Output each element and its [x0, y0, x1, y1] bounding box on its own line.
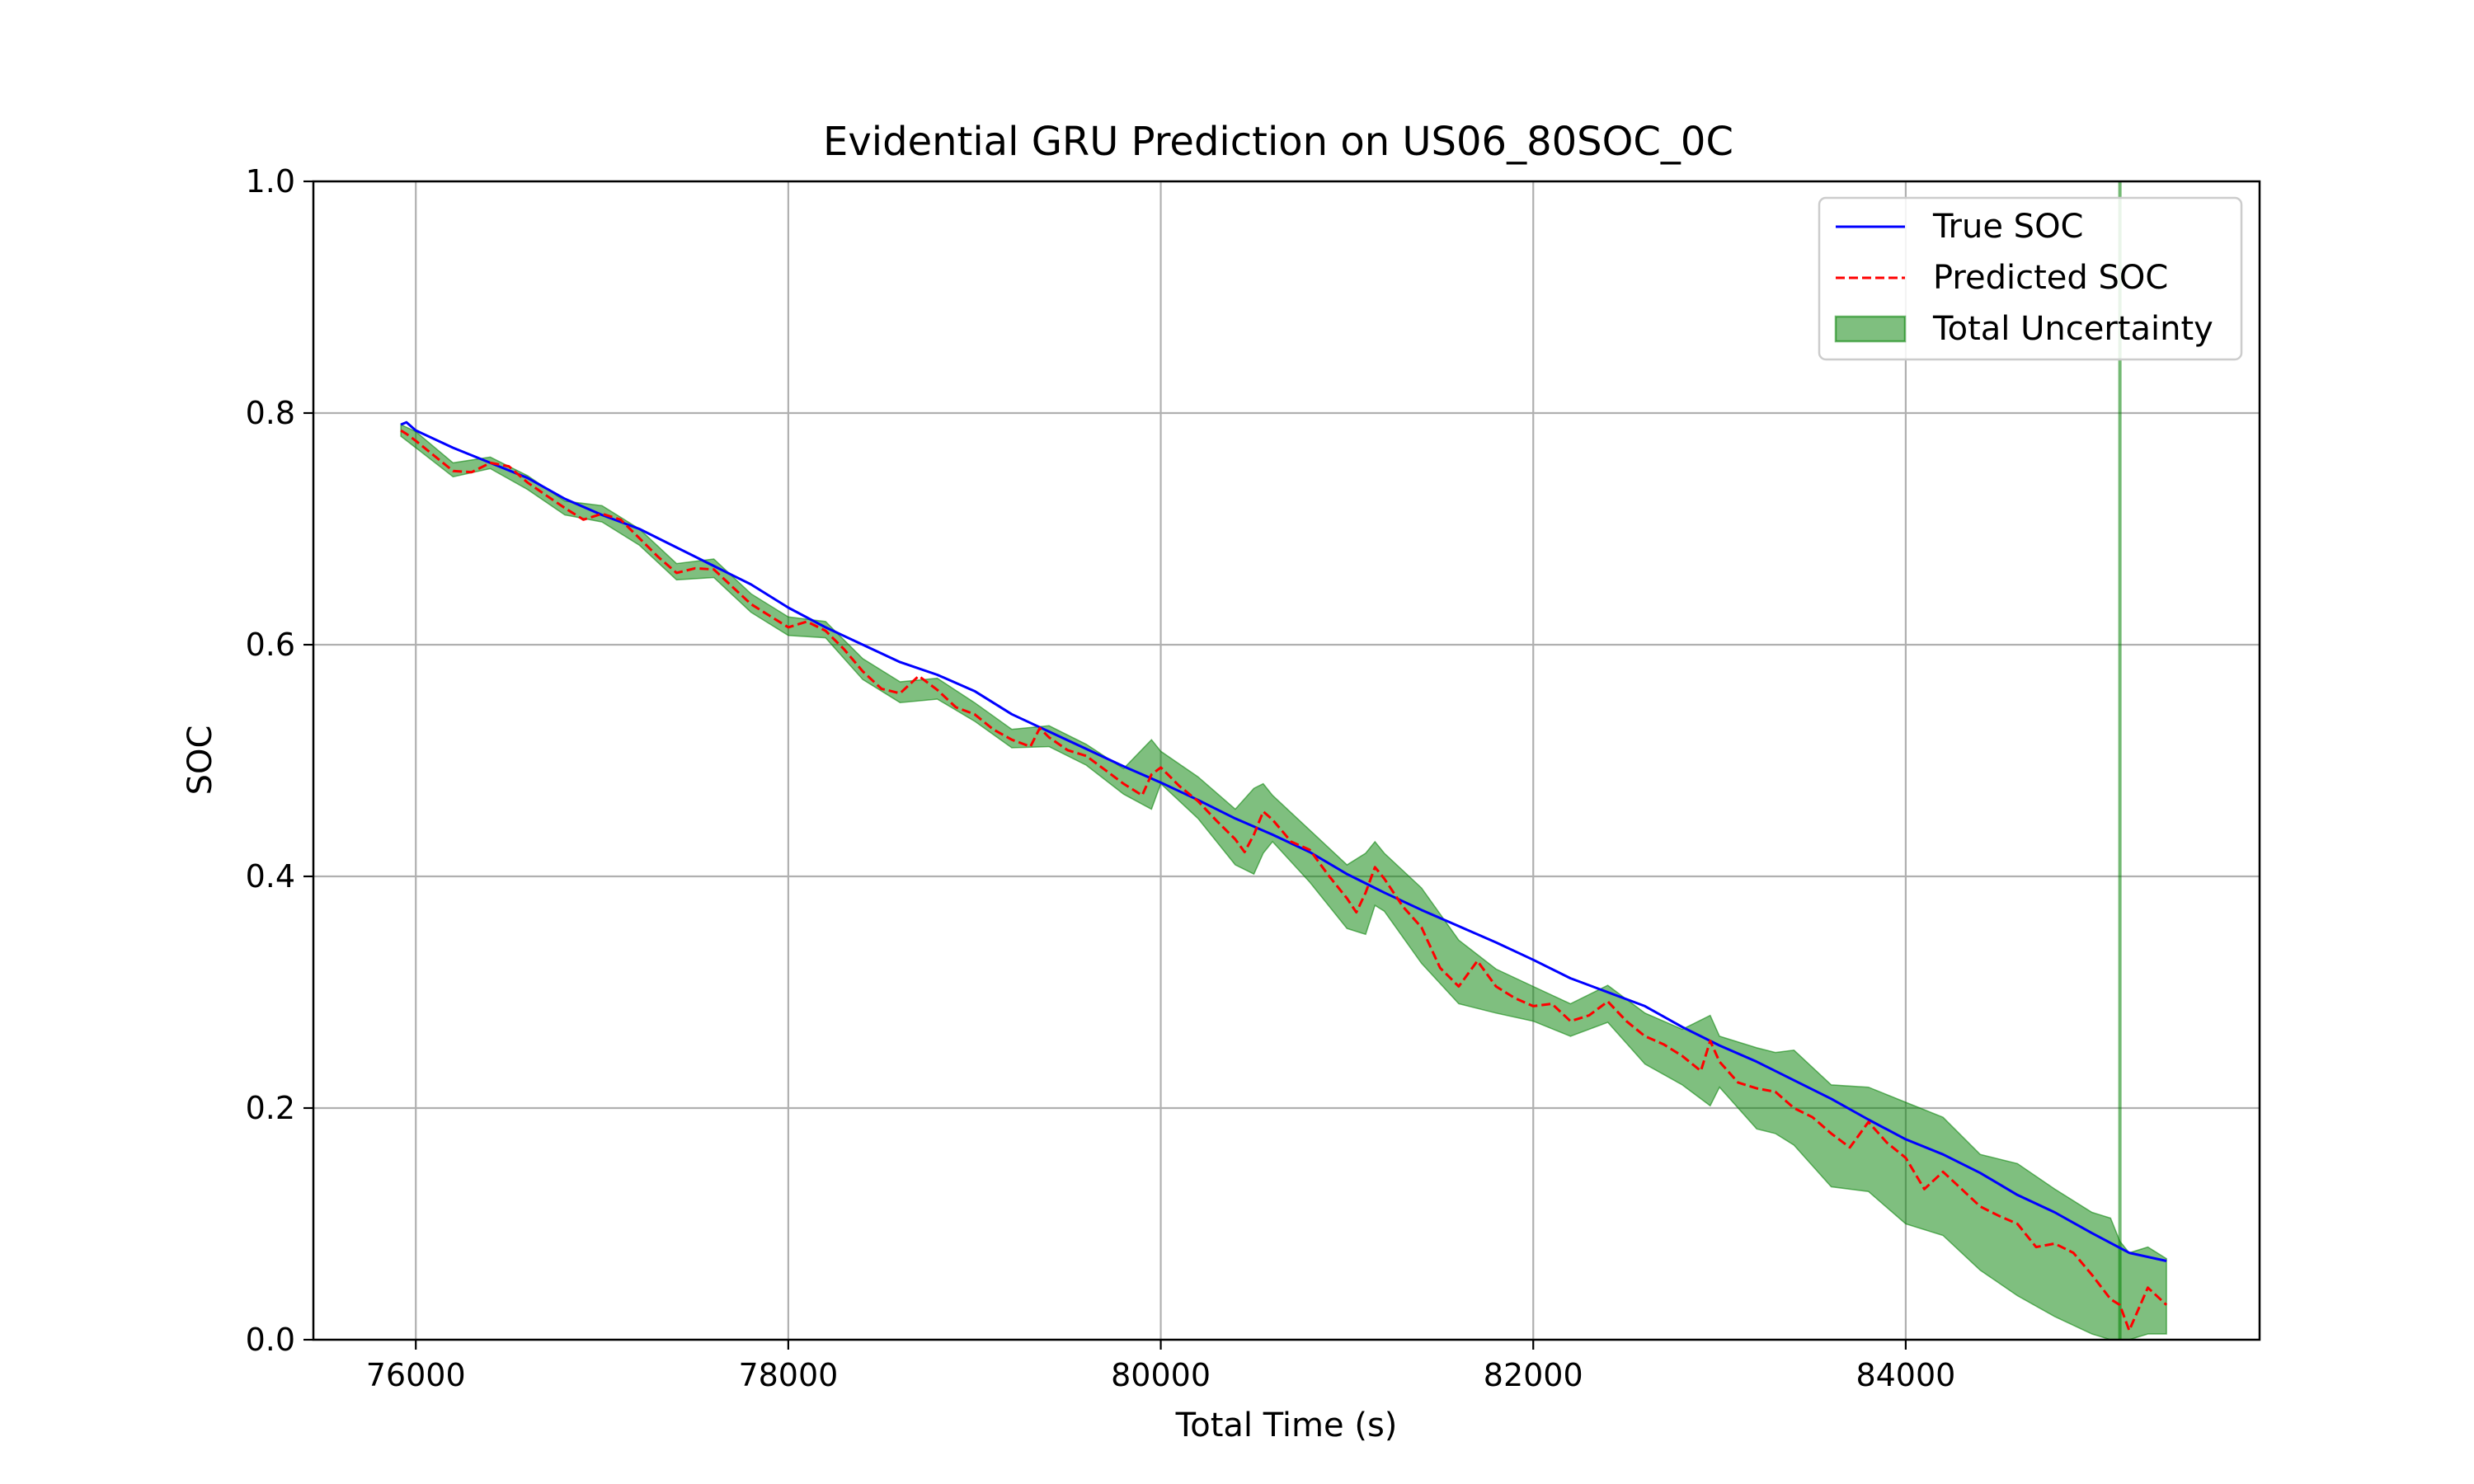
series-line-predicted-soc: [400, 429, 2168, 1332]
x-tick-label: 78000: [738, 1357, 838, 1393]
y-tick-label: 0.0: [246, 1322, 295, 1358]
legend-frame: [1818, 196, 2243, 361]
x-axis: 76000 78000 80000 82000 84000: [366, 1340, 1955, 1393]
plot-area: [312, 180, 2261, 1341]
y-tick-label: 0.4: [246, 858, 295, 895]
x-tick-label: 76000: [366, 1357, 466, 1393]
plot-frame: [312, 180, 2261, 1341]
y-tick-label: 0.2: [246, 1090, 295, 1126]
chart-title: Evidential GRU Prediction on US06_80SOC_…: [823, 119, 1733, 165]
line-layer: [400, 420, 2168, 1332]
legend: True SOC Predicted SOC Total Uncertainty: [1818, 196, 2243, 361]
x-tick-label: 80000: [1111, 1357, 1211, 1393]
y-tick-label: 0.8: [246, 395, 295, 431]
legend-label-predicted: Predicted SOC: [1933, 259, 2168, 297]
legend-label-uncertainty: Total Uncertainty: [1932, 310, 2213, 348]
y-axis: 0.0 0.2 0.4 0.6 0.8 1.0: [246, 163, 313, 1358]
x-tick-label: 84000: [1856, 1357, 1955, 1393]
legend-label-true: True SOC: [1932, 208, 2083, 246]
legend-swatch-uncertainty: [1834, 315, 1907, 343]
y-axis-label: SOC: [181, 726, 219, 796]
y-tick-label: 0.6: [246, 627, 295, 663]
x-tick-label: 82000: [1484, 1357, 1583, 1393]
series-line-true-soc: [400, 420, 2167, 1262]
y-tick-label: 1.0: [246, 163, 295, 200]
x-axis-label: Total Time (s): [1175, 1407, 1398, 1444]
